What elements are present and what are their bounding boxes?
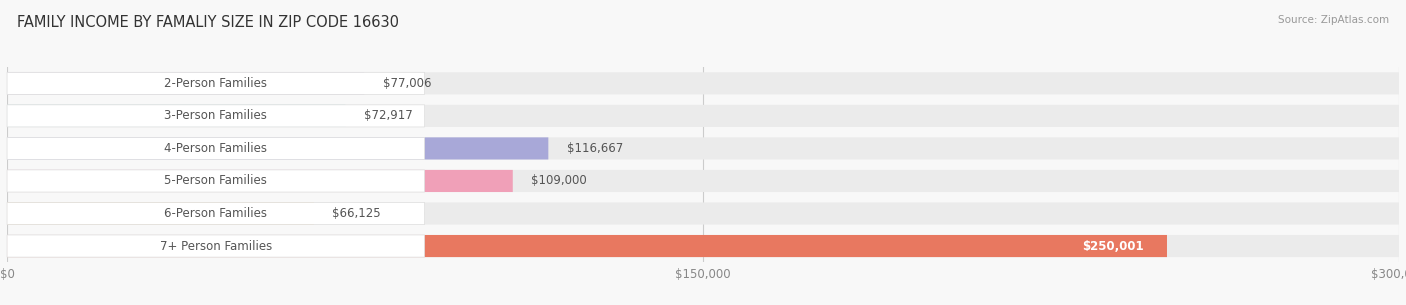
FancyBboxPatch shape bbox=[7, 105, 346, 127]
Text: $109,000: $109,000 bbox=[531, 174, 588, 188]
Text: 6-Person Families: 6-Person Families bbox=[165, 207, 267, 220]
Text: $66,125: $66,125 bbox=[332, 207, 381, 220]
FancyBboxPatch shape bbox=[7, 170, 513, 192]
FancyBboxPatch shape bbox=[7, 235, 1399, 257]
FancyBboxPatch shape bbox=[7, 235, 1167, 257]
FancyBboxPatch shape bbox=[7, 170, 425, 192]
Text: 7+ Person Families: 7+ Person Families bbox=[160, 239, 271, 253]
FancyBboxPatch shape bbox=[7, 203, 1399, 224]
FancyBboxPatch shape bbox=[7, 203, 314, 224]
Text: $250,001: $250,001 bbox=[1083, 239, 1144, 253]
FancyBboxPatch shape bbox=[7, 105, 1399, 127]
FancyBboxPatch shape bbox=[7, 72, 425, 95]
FancyBboxPatch shape bbox=[7, 203, 425, 224]
Text: Source: ZipAtlas.com: Source: ZipAtlas.com bbox=[1278, 15, 1389, 25]
Text: 3-Person Families: 3-Person Families bbox=[165, 109, 267, 122]
FancyBboxPatch shape bbox=[7, 170, 1399, 192]
Text: $77,006: $77,006 bbox=[382, 77, 432, 90]
Text: $72,917: $72,917 bbox=[364, 109, 412, 122]
FancyBboxPatch shape bbox=[7, 137, 548, 160]
FancyBboxPatch shape bbox=[7, 137, 425, 160]
Text: 4-Person Families: 4-Person Families bbox=[165, 142, 267, 155]
FancyBboxPatch shape bbox=[7, 105, 425, 127]
FancyBboxPatch shape bbox=[7, 72, 364, 95]
FancyBboxPatch shape bbox=[7, 235, 425, 257]
Text: $116,667: $116,667 bbox=[567, 142, 623, 155]
Text: FAMILY INCOME BY FAMALIY SIZE IN ZIP CODE 16630: FAMILY INCOME BY FAMALIY SIZE IN ZIP COD… bbox=[17, 15, 399, 30]
FancyBboxPatch shape bbox=[7, 72, 1399, 95]
Text: 2-Person Families: 2-Person Families bbox=[165, 77, 267, 90]
Text: 5-Person Families: 5-Person Families bbox=[165, 174, 267, 188]
FancyBboxPatch shape bbox=[7, 137, 1399, 160]
